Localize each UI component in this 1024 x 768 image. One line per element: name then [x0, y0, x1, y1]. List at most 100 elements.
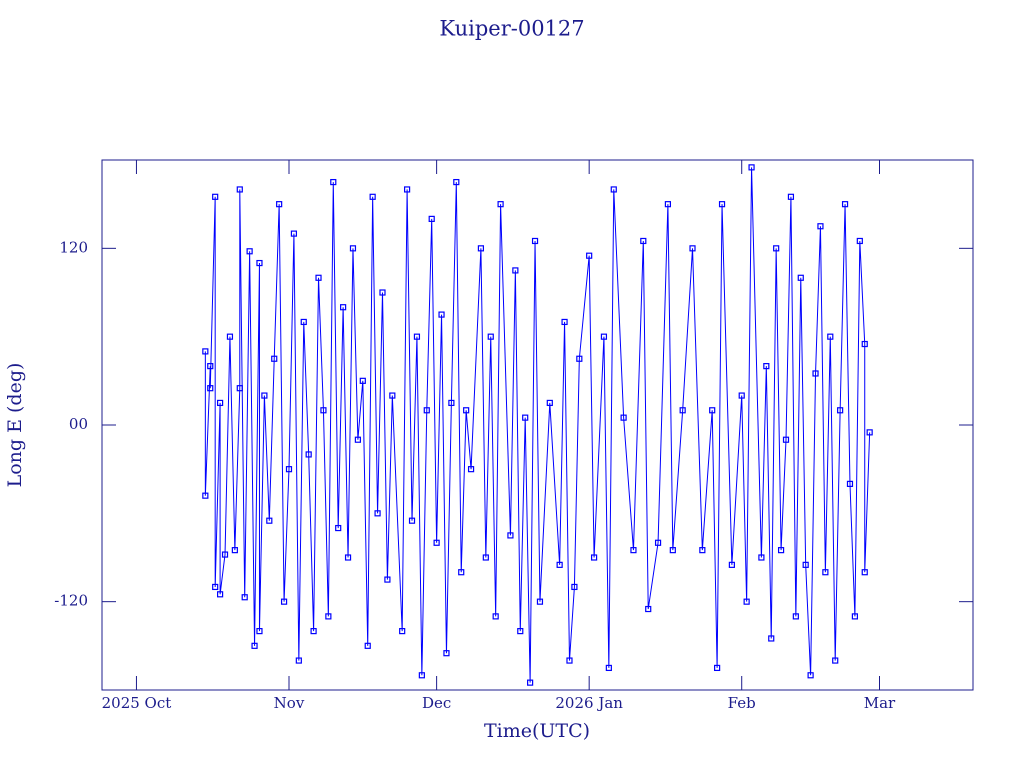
data-point: [556, 561, 563, 568]
data-point: [856, 237, 863, 245]
data-point: [758, 554, 765, 561]
data-point: [477, 245, 485, 252]
y-tick-label: -120: [54, 592, 88, 610]
data-point: [364, 642, 371, 649]
data-point: [374, 510, 381, 517]
data-point: [320, 407, 327, 414]
data-point: [335, 524, 342, 532]
data-point: [812, 370, 819, 377]
data-point: [714, 664, 721, 672]
x-tick-label: Feb: [728, 694, 756, 712]
data-point: [832, 657, 839, 664]
x-tick-label: Mar: [864, 694, 896, 712]
data-point: [487, 333, 494, 340]
y-tick-label: 120: [59, 238, 88, 256]
data-point: [408, 517, 416, 524]
data-point: [369, 193, 376, 200]
data-point: [276, 201, 283, 208]
data-point: [709, 407, 716, 414]
data-point: [590, 554, 598, 561]
data-point: [438, 311, 445, 318]
data-point: [718, 201, 726, 208]
data-point: [600, 333, 608, 340]
data-point: [640, 237, 647, 245]
data-point: [610, 186, 617, 193]
series-line: [204, 167, 871, 683]
data-point: [266, 517, 273, 524]
data-point: [344, 554, 352, 561]
data-point: [679, 407, 686, 414]
data-point: [359, 377, 366, 384]
data-point: [212, 193, 219, 200]
data-point: [202, 348, 209, 355]
data-point: [354, 436, 361, 443]
data-point: [300, 318, 307, 326]
data-point: [531, 237, 539, 245]
x-tick-label: 2026 Jan: [555, 694, 623, 712]
data-point: [423, 407, 430, 414]
data-point: [399, 628, 406, 635]
data-point: [453, 178, 460, 186]
data-point: [443, 650, 450, 657]
data-point: [561, 318, 568, 326]
data-point: [738, 392, 745, 399]
data-point: [866, 429, 873, 436]
data-point: [654, 539, 662, 546]
data-point: [768, 635, 775, 642]
data-point: [217, 591, 224, 598]
data-point: [802, 561, 809, 568]
chart-title: Kuiper-00127: [439, 17, 584, 41]
data-point: [689, 245, 696, 252]
data-point: [773, 245, 780, 252]
data-point: [586, 252, 593, 259]
data-point: [630, 547, 637, 554]
data-point: [807, 672, 814, 679]
data-point: [349, 245, 357, 252]
data-point: [433, 539, 440, 546]
data-point: [527, 679, 534, 686]
data-point: [748, 164, 755, 171]
data-point: [428, 215, 435, 222]
data-point: [669, 547, 676, 554]
data-point: [221, 551, 229, 558]
data-point: [620, 414, 627, 421]
data-point: [536, 598, 544, 605]
data-point: [664, 201, 672, 208]
data-point: [389, 392, 396, 399]
data-point: [310, 628, 317, 635]
data-point: [305, 451, 312, 458]
data-point: [827, 333, 834, 340]
data-point: [605, 664, 612, 672]
data-point: [777, 547, 785, 554]
data-point: [851, 613, 858, 620]
data-point: [418, 672, 425, 679]
data-point: [207, 385, 214, 392]
data-point: [861, 340, 868, 348]
data-point: [226, 333, 234, 340]
data-point: [517, 628, 524, 635]
data-point: [241, 594, 248, 601]
data-point: [290, 230, 298, 237]
data-point: [546, 399, 553, 407]
data-point: [403, 186, 411, 193]
data-point: [817, 223, 824, 230]
data-point: [822, 569, 829, 576]
x-axis-title: Time(UTC): [484, 720, 590, 742]
data-point: [285, 466, 293, 473]
data-point: [507, 532, 514, 539]
data-point: [645, 605, 652, 613]
data-point: [467, 466, 475, 473]
x-tick-label: 2025 Oct: [102, 694, 172, 712]
data-point: [861, 569, 868, 576]
data-point: [743, 598, 750, 605]
data-point: [315, 274, 322, 281]
data-point: [384, 576, 391, 583]
data-point: [463, 407, 470, 414]
data-point: [256, 259, 263, 267]
data-point: [512, 267, 519, 274]
data-point: [413, 333, 421, 340]
data-point: [212, 583, 219, 591]
x-tick-label: Nov: [274, 694, 305, 712]
data-point: [448, 399, 455, 407]
